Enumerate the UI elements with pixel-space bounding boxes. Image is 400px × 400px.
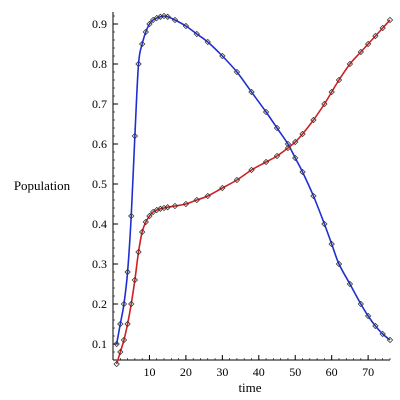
series-1-point — [164, 13, 171, 20]
series-2-point — [120, 336, 128, 344]
series-2-point — [146, 212, 153, 220]
series-2-point — [128, 300, 135, 308]
y-tick-label: 0.5 — [92, 177, 107, 191]
series-1-point — [346, 280, 354, 288]
series-1-point — [335, 260, 343, 268]
series-1-point — [160, 12, 168, 20]
series-1-point — [219, 52, 226, 60]
series-2-point — [284, 144, 292, 152]
series-2-point — [262, 158, 270, 166]
y-tick-label: 0.1 — [92, 337, 107, 351]
series-1-point — [372, 322, 379, 330]
series-2-point — [193, 196, 200, 204]
series-2-point — [135, 248, 142, 256]
series-2-point — [335, 76, 343, 84]
series-1-point — [120, 300, 128, 308]
series-2-point — [386, 16, 394, 24]
series-1-point — [146, 20, 153, 28]
x-tick-label: 40 — [253, 365, 265, 379]
series-1-point — [182, 22, 190, 30]
series-1-point — [321, 220, 328, 228]
series-2-point — [113, 360, 120, 368]
series-2-point — [299, 130, 306, 138]
x-tick-label: 10 — [143, 365, 155, 379]
series-2-line — [115, 19, 391, 365]
series-2-point — [124, 320, 131, 328]
series-1-point — [193, 30, 200, 38]
y-tick-label: 0.7 — [92, 97, 107, 111]
x-tick-label: 50 — [289, 365, 301, 379]
series-2-point — [131, 276, 139, 284]
series-2-point — [248, 166, 255, 174]
series-2-point — [160, 204, 168, 212]
x-tick-label: 20 — [180, 365, 192, 379]
series-1-point — [128, 212, 135, 220]
series-2-point — [321, 100, 328, 108]
series-1-point — [135, 60, 142, 68]
plot-area: 0.1 0.2 0.3 0.4 0.5 0.6 0.7 0.8 0.9 10 20 30 40 50 60 7… — [92, 12, 394, 379]
series-1-point — [113, 340, 120, 348]
series-1-point — [379, 330, 386, 338]
series-1-point — [233, 68, 241, 76]
series-2-point — [138, 228, 146, 236]
series-2-point — [357, 48, 365, 56]
series-2-point — [204, 192, 211, 200]
series-2-point — [379, 24, 386, 32]
series-2-point — [328, 88, 335, 96]
series-1-point — [292, 154, 299, 162]
series-1-point — [142, 28, 149, 36]
series-1-line — [115, 15, 391, 345]
series-1-point — [138, 40, 146, 48]
series-1-point — [328, 240, 335, 248]
series-2-point — [364, 40, 372, 48]
y-tick-label: 0.2 — [92, 297, 107, 311]
series-2-point — [142, 218, 149, 226]
y-tick-label: 0.6 — [92, 137, 107, 151]
series-1-point — [262, 108, 270, 116]
x-tick-label: 30 — [216, 365, 228, 379]
series-2-point — [219, 184, 226, 192]
y-tick-label: 0.8 — [92, 57, 107, 71]
series-2-point — [164, 204, 171, 211]
series-2-point — [372, 32, 379, 40]
series-2-point — [346, 60, 354, 68]
series-1-point — [284, 140, 292, 148]
series-1-point — [124, 268, 131, 276]
series-2-point — [157, 205, 164, 212]
series-1-point — [273, 124, 281, 132]
series-1-point — [299, 168, 306, 176]
x-axis-title: time — [238, 380, 261, 395]
series-2-point — [273, 152, 281, 160]
series-1-point — [386, 336, 394, 344]
series-1-point — [310, 192, 317, 200]
y-tick-label: 0.3 — [92, 257, 107, 271]
series-1-point — [157, 13, 164, 20]
series-1-point — [117, 320, 124, 328]
series-2-point — [310, 116, 317, 124]
series-2-point — [292, 138, 299, 146]
series-1-point — [204, 38, 211, 46]
series-2-point — [117, 348, 124, 356]
series-2-point — [171, 202, 179, 210]
series-1-point — [357, 300, 365, 308]
y-tick-label: 0.4 — [92, 217, 107, 231]
x-tick-label: 60 — [326, 365, 338, 379]
y-tick-label: 0.9 — [92, 17, 107, 31]
series-1-point — [248, 88, 255, 96]
series-1-point — [171, 16, 179, 24]
y-axis-title: Population — [14, 178, 71, 193]
series-1-point — [364, 312, 372, 320]
series-1-point — [131, 132, 139, 140]
series-2-point — [233, 176, 241, 184]
x-tick-label: 70 — [362, 365, 374, 379]
series-2-point — [182, 200, 190, 208]
